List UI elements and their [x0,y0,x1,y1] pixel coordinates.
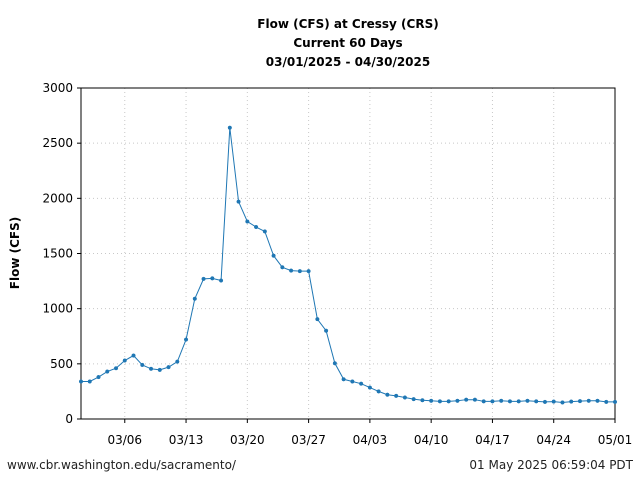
data-point [437,399,442,404]
data-point [78,379,84,384]
data-point [254,224,259,230]
chart-title: Flow (CFS) at Cressy (CRS) Current 60 Da… [257,17,438,69]
data-point [350,379,355,384]
data-point [192,296,197,301]
data-point [560,400,565,405]
y-tick-label: 1500 [42,247,73,261]
data-point [472,397,477,402]
data-point [201,276,206,281]
data-point [131,353,136,358]
data-point [464,397,469,402]
data-point [324,328,329,333]
data-point [306,269,311,274]
data-point [507,399,513,404]
source-url: www.cbr.washington.edu/sacramento/ [7,458,236,472]
data-point [148,366,154,371]
y-tick-label: 2500 [42,136,73,150]
y-tick-label: 3000 [42,81,73,95]
data-point [446,399,451,404]
data-point [105,369,110,374]
data-point [534,399,539,404]
data-point [113,366,119,371]
y-axis-label: Flow (CFS) [8,217,22,289]
data-point [402,395,407,400]
chart-title-line-2: Current 60 Days [293,36,402,50]
data-point [262,229,267,234]
data-point [586,398,591,403]
data-point [542,399,548,404]
data-point [429,398,434,403]
data-point [271,253,276,258]
data-point [481,399,486,404]
data-point [184,337,189,342]
data-point [595,398,600,403]
data-point [411,397,416,402]
data-point [385,392,390,397]
x-tick-label: 04/24 [536,433,571,447]
y-tick-label: 2000 [42,191,73,205]
data-point [175,359,180,364]
data-point [525,398,530,403]
data-point [376,389,381,394]
x-tick-label: 03/27 [291,433,326,447]
data-point [227,125,232,130]
data-point [280,265,285,270]
x-tick-label: 03/20 [230,433,265,447]
flow-series [78,125,618,405]
data-point [166,365,171,370]
data-point [604,399,609,404]
data-point [96,375,101,380]
data-point [341,377,346,382]
data-point [455,398,460,403]
data-point [569,399,574,404]
grid-lines [81,88,615,419]
data-point [140,362,145,367]
x-tick-label: 03/13 [169,433,204,447]
data-point [315,317,320,322]
chart-title-line-1: Flow (CFS) at Cressy (CRS) [257,17,438,31]
data-point [289,268,294,273]
chart-title-line-3: 03/01/2025 - 04/30/2025 [266,55,430,69]
data-point [245,219,250,224]
data-point [367,385,372,390]
y-tick-label: 1000 [42,302,73,316]
data-point [219,278,224,283]
y-tick-label: 0 [65,412,73,426]
data-point [420,398,425,403]
data-point [551,399,556,404]
series-line [81,127,615,403]
x-tick-label: 04/17 [475,433,510,447]
x-tick-label: 04/03 [353,433,388,447]
y-axis: 0 500 1000 1500 2000 2500 3000 [42,81,81,426]
data-point [236,199,241,204]
data-point [332,361,337,366]
y-tick-label: 500 [50,357,73,371]
x-tick-label: 05/01 [598,433,633,447]
data-point [612,399,618,404]
data-point [490,399,495,404]
data-point [122,358,127,363]
x-axis: 03/06 03/13 03/20 03/27 04/03 04/10 04/17 04/24… [107,419,632,447]
data-point [210,276,215,281]
data-point [157,367,162,372]
data-point [577,399,583,404]
data-point [394,393,399,398]
x-tick-label: 03/06 [107,433,142,447]
data-point [297,269,302,274]
x-tick-label: 04/10 [414,433,449,447]
data-point [516,399,521,404]
generated-timestamp: 01 May 2025 06:59:04 PDT [469,458,633,472]
data-point [359,381,364,386]
data-point [87,379,92,384]
data-point [499,398,504,403]
